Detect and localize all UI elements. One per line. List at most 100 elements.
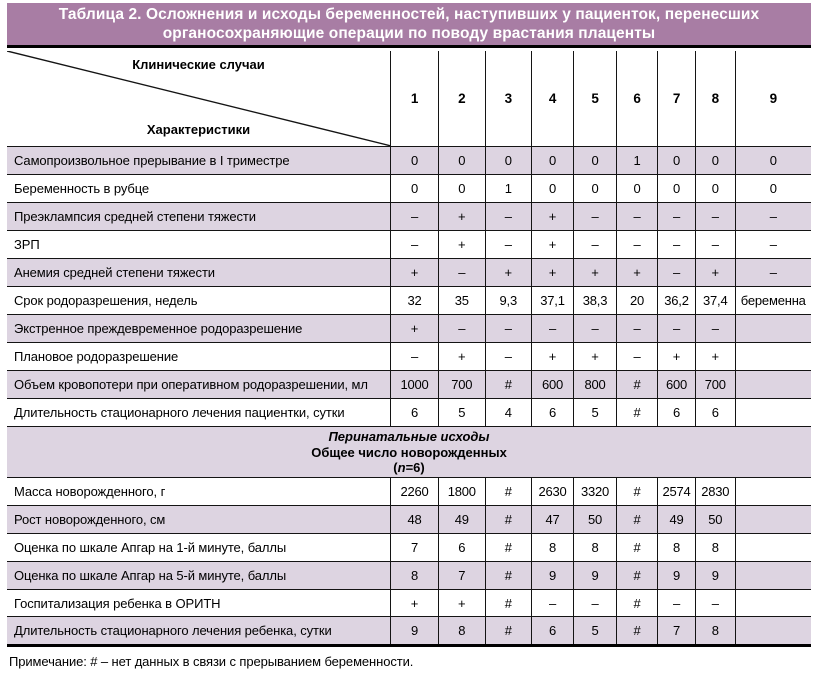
value-cell: – bbox=[657, 588, 695, 617]
value-cell: – bbox=[695, 588, 735, 617]
value-cell: # bbox=[484, 560, 531, 589]
value-cell: 7 bbox=[657, 616, 695, 645]
value-cell: беременна bbox=[734, 286, 811, 315]
row-label-cell: Срок родоразрешения, недель bbox=[7, 286, 390, 315]
value-cell: 0 bbox=[484, 145, 531, 174]
value-cell: 700 bbox=[695, 370, 735, 399]
value-cell: – bbox=[616, 201, 657, 230]
value-cell: 50 bbox=[573, 505, 616, 534]
value-cell: + bbox=[531, 342, 573, 371]
value-cell bbox=[734, 342, 811, 371]
value-cell: – bbox=[484, 229, 531, 258]
value-cell: – bbox=[734, 229, 811, 258]
italic-n: n bbox=[397, 460, 406, 476]
value-cell: # bbox=[616, 616, 657, 645]
value-cell: 1 bbox=[484, 173, 531, 202]
row-label-cell: Оценка по шкале Апгар на 1-й минуте, бал… bbox=[7, 533, 390, 561]
value-cell: – bbox=[657, 314, 695, 343]
value-cell: 700 bbox=[438, 370, 485, 399]
value-cell: 20 bbox=[616, 286, 657, 315]
value-cell: 0 bbox=[616, 173, 657, 202]
value-cell: 0 bbox=[438, 145, 485, 174]
value-cell: 0 bbox=[657, 173, 695, 202]
value-cell: 49 bbox=[657, 505, 695, 534]
value-cell bbox=[734, 616, 811, 645]
value-cell: 9 bbox=[531, 560, 573, 589]
value-cell: – bbox=[657, 201, 695, 230]
value-cell: + bbox=[531, 201, 573, 230]
value-cell: – bbox=[484, 342, 531, 371]
row-label-cell: ЗРП bbox=[7, 229, 390, 258]
value-cell bbox=[734, 533, 811, 561]
value-cell: 0 bbox=[390, 145, 438, 174]
value-cell: – bbox=[531, 588, 573, 617]
value-cell: – bbox=[390, 342, 438, 371]
value-cell: 0 bbox=[390, 173, 438, 202]
row-label-cell: Экстренное преждевременное родоразрешени… bbox=[7, 314, 390, 343]
value-cell bbox=[734, 370, 811, 399]
value-cell: 2574 bbox=[657, 477, 695, 506]
value-cell: 3320 bbox=[573, 477, 616, 506]
table-title-line1: Таблица 2. Осложнения и исходы беременно… bbox=[58, 6, 760, 23]
paren-open: ( bbox=[393, 460, 398, 476]
value-cell: 0 bbox=[573, 145, 616, 174]
value-cell: 5 bbox=[438, 398, 485, 427]
diagonal-divider bbox=[7, 51, 390, 146]
value-cell: 1800 bbox=[438, 477, 485, 506]
value-cell: # bbox=[484, 588, 531, 617]
value-cell: 6 bbox=[531, 398, 573, 427]
value-cell: – bbox=[695, 201, 735, 230]
value-cell: 8 bbox=[390, 560, 438, 589]
value-cell: # bbox=[616, 588, 657, 617]
value-cell: – bbox=[695, 229, 735, 258]
value-cell: 800 bbox=[573, 370, 616, 399]
value-cell: 9 bbox=[657, 560, 695, 589]
value-cell: – bbox=[573, 588, 616, 617]
value-cell: 9,3 bbox=[484, 286, 531, 315]
value-cell bbox=[734, 398, 811, 427]
value-cell: 9 bbox=[695, 560, 735, 589]
value-cell: + bbox=[573, 258, 616, 287]
value-cell: 0 bbox=[573, 173, 616, 202]
value-cell: + bbox=[695, 342, 735, 371]
value-cell bbox=[734, 560, 811, 589]
section-title-perinatal: Перинатальные исходы bbox=[328, 428, 490, 444]
value-cell: + bbox=[390, 588, 438, 617]
value-cell bbox=[734, 477, 811, 506]
value-cell: – bbox=[484, 201, 531, 230]
row-label-cell: Объем кровопотери при оперативном родора… bbox=[7, 370, 390, 399]
case-number-header: 7 bbox=[657, 51, 695, 146]
value-cell: 7 bbox=[390, 533, 438, 561]
value-cell: 0 bbox=[734, 145, 811, 174]
value-cell: 47 bbox=[531, 505, 573, 534]
value-cell: 49 bbox=[438, 505, 485, 534]
row-label-cell: Оценка по шкале Апгар на 5-й минуте, бал… bbox=[7, 560, 390, 589]
value-cell: 6 bbox=[657, 398, 695, 427]
value-cell: 2830 bbox=[695, 477, 735, 506]
case-number-header: 3 bbox=[484, 51, 531, 146]
value-cell: – bbox=[390, 229, 438, 258]
value-cell: # bbox=[616, 477, 657, 506]
row-label-cell: Длительность стационарного лечения ребен… bbox=[7, 616, 390, 645]
value-cell: – bbox=[390, 201, 438, 230]
value-cell: – bbox=[616, 314, 657, 343]
value-cell: 1000 bbox=[390, 370, 438, 399]
value-cell: 0 bbox=[531, 145, 573, 174]
value-cell: 8 bbox=[438, 616, 485, 645]
value-cell bbox=[734, 588, 811, 617]
value-cell: + bbox=[438, 342, 485, 371]
case-number-header: 1 bbox=[390, 51, 438, 146]
value-cell: # bbox=[616, 398, 657, 427]
value-cell: 600 bbox=[531, 370, 573, 399]
value-cell: # bbox=[484, 533, 531, 561]
value-cell: – bbox=[438, 314, 485, 343]
table-footnote: Примечание: # – нет данных в связи с пре… bbox=[9, 654, 414, 669]
value-cell: # bbox=[484, 477, 531, 506]
value-cell: – bbox=[531, 314, 573, 343]
value-cell: 48 bbox=[390, 505, 438, 534]
row-label-cell: Госпитализация ребенка в ОРИТН bbox=[7, 588, 390, 617]
table-title-bar: Таблица 2. Осложнения и исходы беременно… bbox=[7, 3, 811, 48]
value-cell: – bbox=[484, 314, 531, 343]
